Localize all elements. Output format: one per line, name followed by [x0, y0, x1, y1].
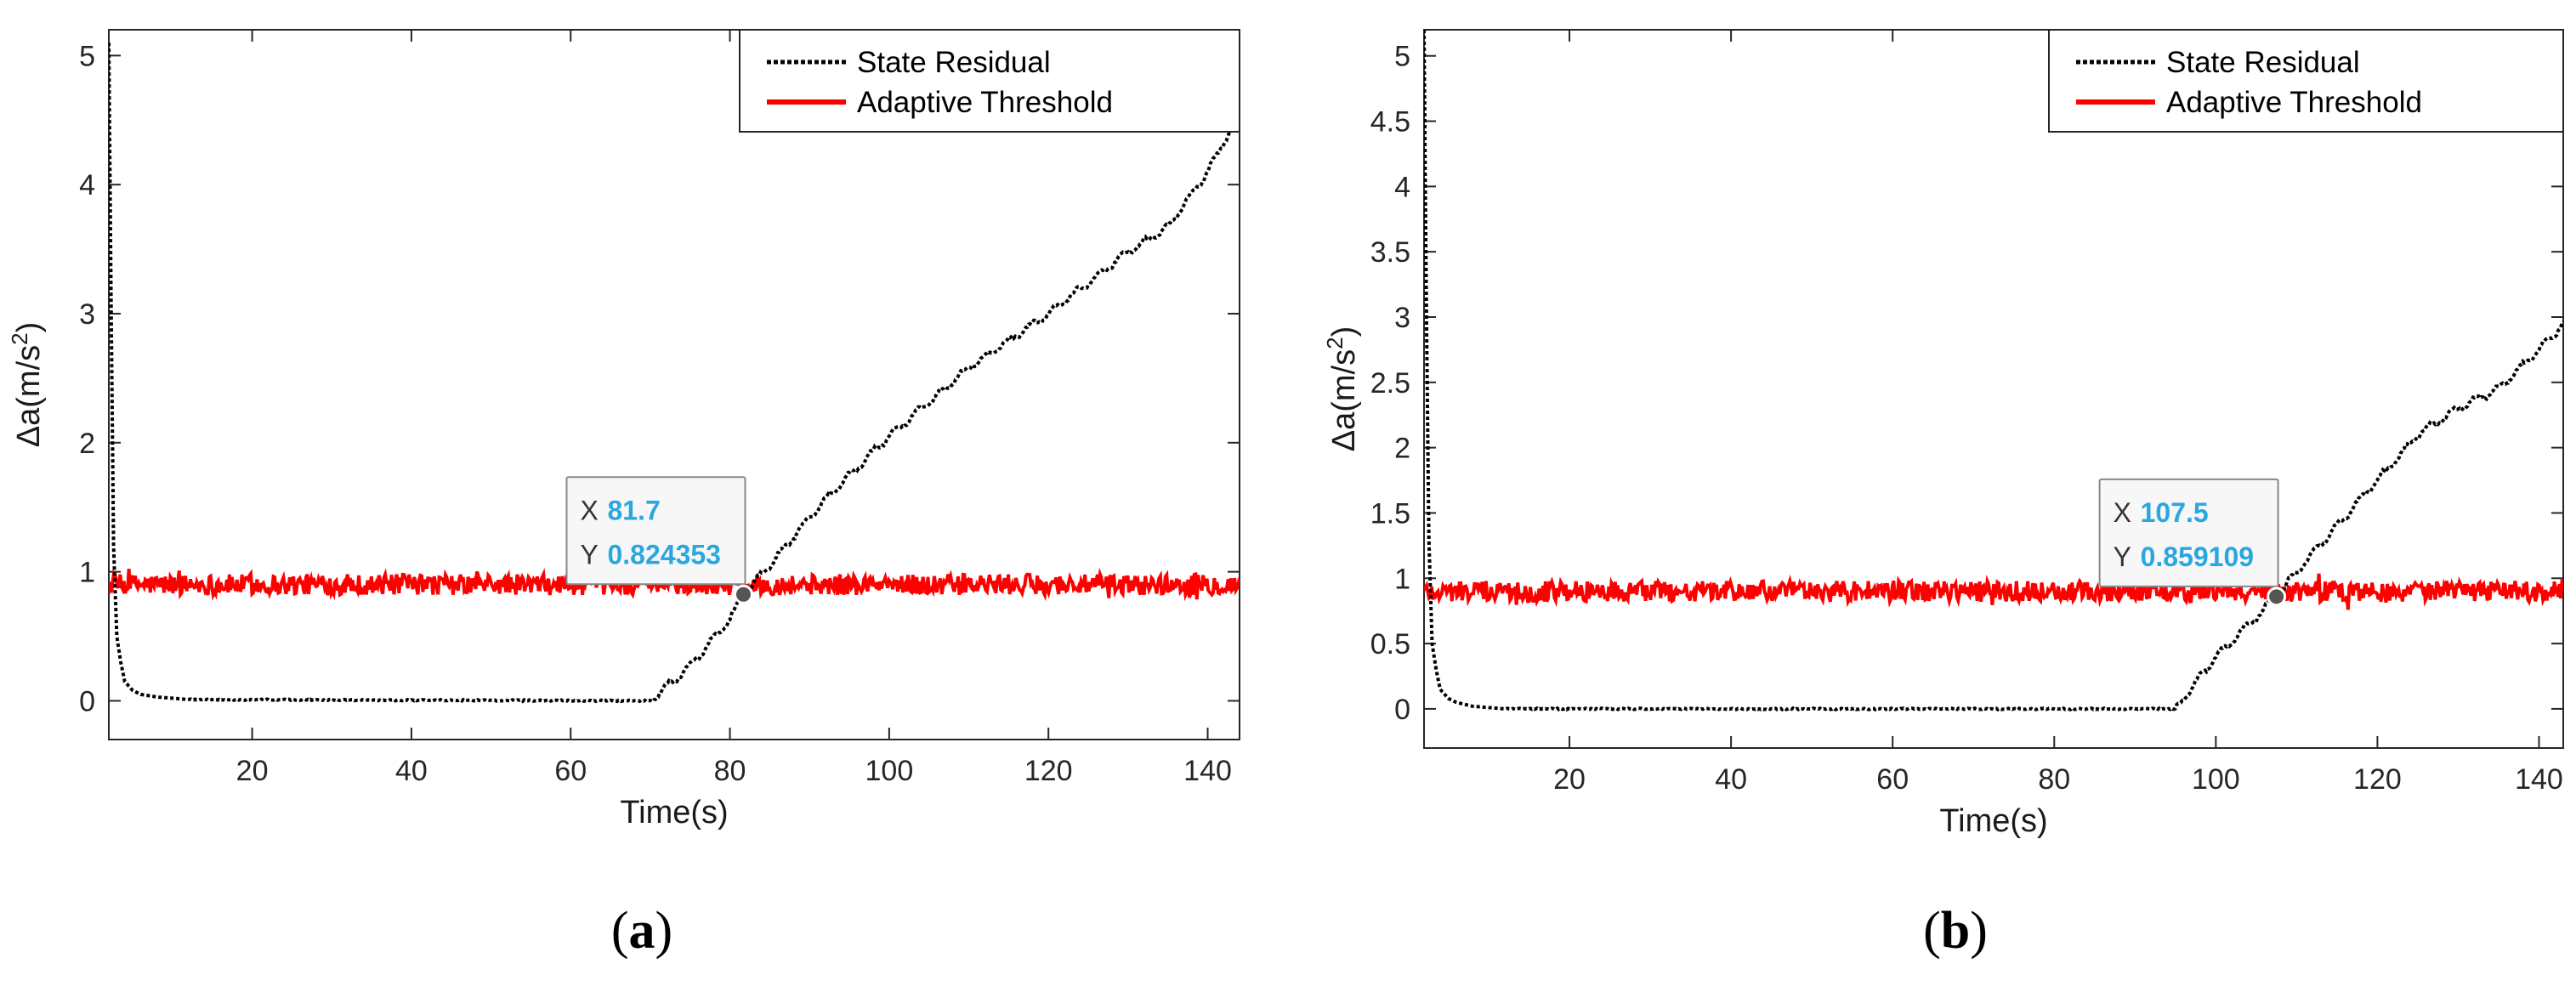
panel-b-y-tick-label: 4.5 [1370, 106, 1410, 139]
panel-a-y-tick-label: 5 [79, 40, 95, 72]
panel-b-y-tick-label: 0 [1394, 694, 1410, 726]
panel-b-y-tick-label: 3 [1394, 302, 1410, 334]
panel-b-x-tick-label: 100 [2192, 763, 2240, 796]
panel-b-data-tip-y-key: Y [2114, 541, 2131, 572]
panel-b-caption: (b) [1923, 902, 1988, 960]
panel-a-y-tick-label: 4 [79, 169, 95, 201]
panel-a-y-tick-label: 2 [79, 428, 95, 460]
panel-a-legend [739, 29, 1240, 133]
panel-b-data-tip-x-value: 107.5 [2141, 497, 2209, 528]
panel-b-x-tick-label: 20 [1553, 763, 1586, 796]
panel-b-x-tick-label: 40 [1715, 763, 1747, 796]
panel-a-y-tick-label: 0 [79, 685, 95, 717]
panel-b-x-tick-label: 80 [2038, 763, 2070, 796]
panel-a-data-tip-box[interactable] [565, 476, 746, 586]
panel-a-y-tick-label: 1 [79, 557, 95, 589]
panel-b-x-tick-label: 60 [1876, 763, 1909, 796]
panel-b-x-tick-label: 140 [2515, 763, 2563, 796]
panel-a-x-tick-label: 100 [865, 755, 914, 787]
panel-b-y-tick-label: 2 [1394, 433, 1410, 465]
panel-a-x-tick-label: 120 [1024, 755, 1073, 787]
panel-a-x-tick-label: 60 [554, 755, 587, 787]
panel-b-plot-area [1423, 29, 2564, 749]
panel-b-data-tip-x-key: X [2114, 497, 2131, 528]
panel-b-y-tick-label: 3.5 [1370, 236, 1410, 269]
panel-a-x-tick-label: 140 [1183, 755, 1232, 787]
panel-b-y-tick-label: 1.5 [1370, 497, 1410, 530]
panel-b-x-tick-label: 120 [2353, 763, 2402, 796]
panel-b-y-tick-label: 1 [1394, 563, 1410, 595]
panel-b-data-tip-marker[interactable] [2267, 587, 2287, 607]
panel-b-y-tick-label: 0.5 [1370, 628, 1410, 660]
panel-b-data-tip-box[interactable] [2098, 478, 2279, 587]
panel-b-legend-label-state-residual: State Residual [2166, 46, 2360, 79]
panel-b-series-adaptive-threshold [1424, 573, 2563, 610]
panel-b-y-tick-label: 4 [1394, 171, 1410, 203]
panel-b-legend [2048, 29, 2564, 133]
panel-a-plot-area [108, 29, 1240, 740]
panel-b-y-tick-label: 5 [1394, 41, 1410, 73]
panel-b-data-tip-y-value: 0.859109 [2141, 541, 2254, 572]
panel-a-x-tick-label: 40 [395, 755, 428, 787]
panel-b-y-tick-label: 2.5 [1370, 367, 1410, 400]
panel-a-data-tip-x-key: X [580, 495, 598, 525]
panel-a-caption: (a) [611, 902, 672, 960]
panel-a-y-axis-label: Δa(m/s2) [7, 322, 47, 448]
panel-b-y-axis-label: Δa(m/s2) [1322, 326, 1362, 452]
panel-b: 20 40 60 80 100 120 140 0 0.5 1 1.5 2 2.5 3 3.5 4 4.5 5 Ti… [1322, 29, 2564, 960]
panel-a-data-tip-y-value: 0.824353 [607, 539, 720, 570]
panel-a-legend-label-state-residual: State Residual [857, 46, 1051, 79]
panel-a: 20 40 60 80 100 120 140 0 1 2 3 4 5 Time(s) Δa(m/s2) St… [7, 29, 1240, 960]
panel-a-data-tip-x-value: 81.7 [607, 495, 660, 525]
panel-a-data-tip-marker[interactable] [733, 584, 753, 604]
panel-a-legend-label-adaptive-threshold: Adaptive Threshold [857, 86, 1113, 119]
panel-a-y-tick-label: 3 [79, 298, 95, 331]
panel-a-x-tick-label: 80 [714, 755, 746, 787]
panel-a-x-tick-label: 20 [236, 755, 269, 787]
panel-a-data-tip-y-key: Y [580, 539, 598, 570]
panel-b-legend-label-adaptive-threshold: Adaptive Threshold [2166, 86, 2422, 119]
panel-b-series-state-residual [1424, 30, 2563, 712]
panel-a-x-axis-label: Time(s) [620, 795, 728, 830]
panel-b-x-axis-label: Time(s) [1939, 803, 2047, 839]
